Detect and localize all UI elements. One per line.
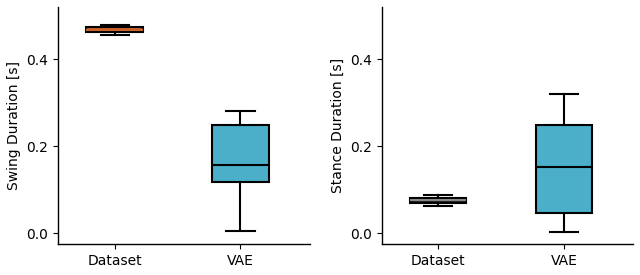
PathPatch shape [86, 28, 143, 32]
Y-axis label: Swing Duration [s]: Swing Duration [s] [7, 61, 21, 190]
PathPatch shape [536, 125, 592, 213]
PathPatch shape [410, 198, 467, 202]
Y-axis label: Stance Duration [s]: Stance Duration [s] [330, 58, 344, 193]
PathPatch shape [212, 125, 269, 182]
